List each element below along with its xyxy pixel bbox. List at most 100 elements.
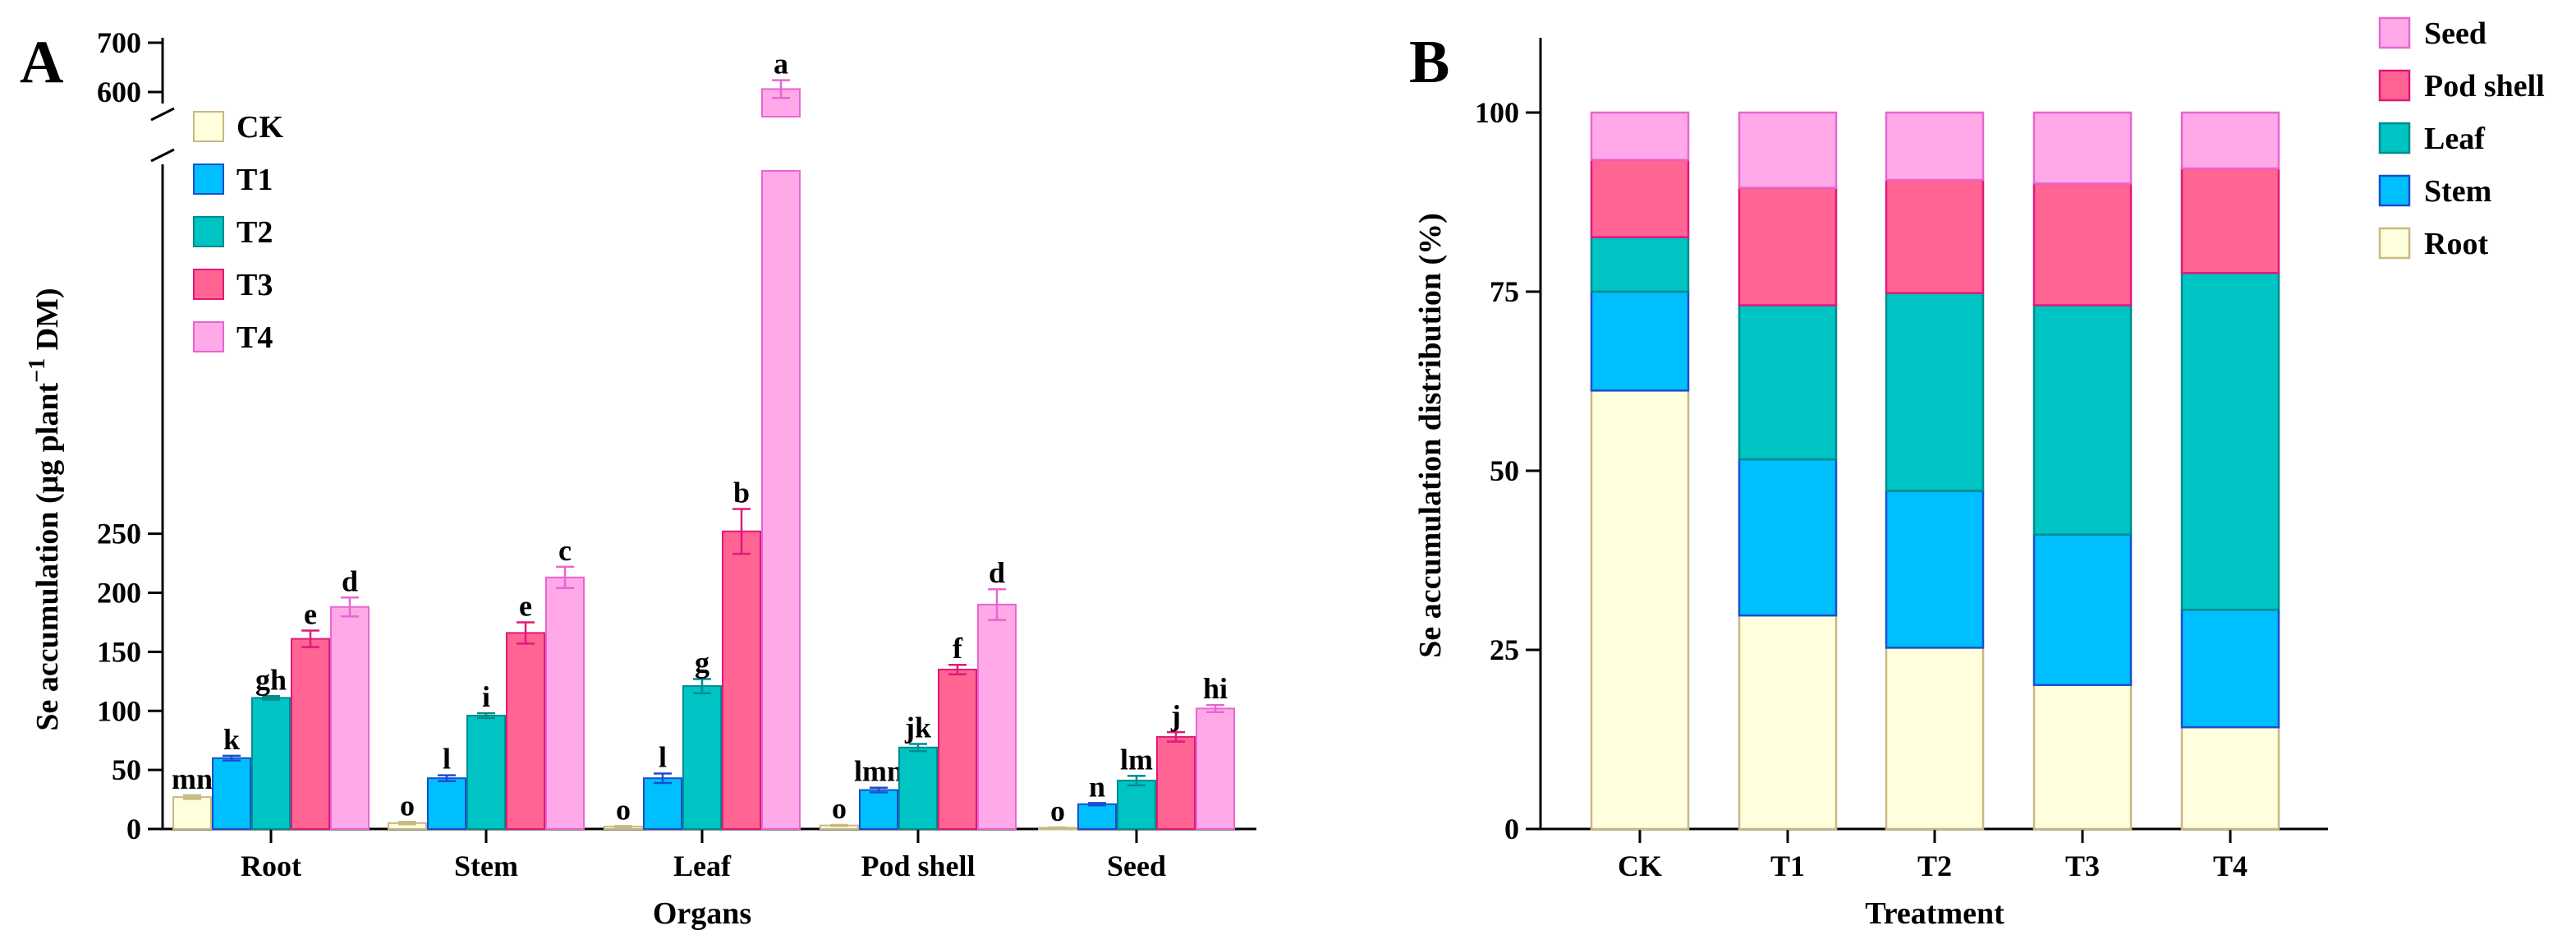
- a-legend-label-ck: CK: [236, 110, 283, 145]
- a-bar-t4-stem-sig-letter: c: [558, 534, 572, 567]
- b-legend-swatch-leaf: [2378, 122, 2411, 154]
- b-ytick-label-100: 100: [1475, 96, 1519, 129]
- a-bar-t3-leaf: [722, 530, 761, 830]
- a-bar-ck-root-error-bar: [183, 794, 201, 800]
- panel-a-axis-break-lower: [150, 148, 175, 163]
- a-bar-ck-leaf-error-bar: [614, 825, 632, 829]
- b-segment-t4-root: [2180, 725, 2280, 831]
- panel-a-ylabel: Se accumulation (μg plant−1 DM): [25, 288, 65, 730]
- b-legend-swatch-stem: [2378, 174, 2411, 207]
- a-legend-label-t3: T3: [236, 268, 273, 302]
- b-xtick-label-t1: T1: [1770, 850, 1805, 882]
- b-segment-ck-pod-shell: [1590, 159, 1690, 238]
- a-bar-t2-leaf-error-bar: [693, 678, 711, 694]
- a-ytick-label-600: 600: [97, 76, 141, 108]
- a-legend-item-t1: T1: [193, 163, 273, 197]
- panel-b-ylabel: Se accumulation distribution (%): [1413, 213, 1448, 658]
- a-bar-t3-stem: [506, 632, 545, 830]
- a-legend-swatch-t1: [193, 163, 224, 195]
- b-ytick-label-75: 75: [1490, 275, 1519, 308]
- b-legend-swatch-seed: [2378, 16, 2411, 49]
- a-bar-t2-root-sig-letter: gh: [255, 663, 287, 696]
- b-legend-item-root: Root: [2378, 227, 2488, 261]
- b-legend-item-leaf: Leaf: [2378, 122, 2486, 156]
- a-ytick-label-700: 700: [97, 26, 141, 59]
- panel-a-ylabel-sup: −1: [25, 358, 50, 383]
- a-bar-t3-leaf-sig-letter: b: [733, 476, 750, 509]
- b-segment-t1-leaf: [1738, 304, 1838, 461]
- b-segment-t1-pod-shell: [1738, 186, 1838, 306]
- a-bar-t1-seed-error-bar: [1088, 802, 1106, 807]
- a-bar-t2-root-error-bar: [262, 695, 280, 701]
- b-ytick-label-25: 25: [1490, 633, 1519, 666]
- a-bar-t2-leaf-sig-letter: g: [695, 646, 709, 679]
- a-bar-t4-seed-sig-letter: hi: [1203, 672, 1228, 705]
- a-xtick-label-stem: Stem: [454, 850, 518, 882]
- panel-a: A Se accumulation (μg plant−1 DM) 0 50 1…: [20, 26, 1256, 931]
- a-legend-label-t2: T2: [236, 215, 273, 250]
- b-xtick-label-t4: T4: [2213, 850, 2248, 882]
- panel-a-xlabel: Organs: [653, 896, 751, 931]
- panel-b-label: B: [1409, 29, 1449, 96]
- b-legend-label-seed: Seed: [2424, 16, 2486, 51]
- b-segment-t3-seed: [2032, 111, 2133, 185]
- a-bar-t3-pod-shell: [938, 668, 977, 830]
- a-bar-t4-root: [330, 606, 370, 830]
- a-legend-swatch-t2: [193, 216, 224, 247]
- b-legend-label-stem: Stem: [2424, 174, 2491, 209]
- a-bar-t3-root-error-bar: [301, 629, 319, 648]
- a-bar-t4-pod-shell-error-bar: [988, 587, 1006, 621]
- a-legend-swatch-t4: [193, 321, 224, 352]
- a-bar-t1-stem-sig-letter: l: [443, 743, 451, 776]
- a-bar-t2-seed: [1117, 780, 1156, 830]
- a-xtick-label-root: Root: [241, 850, 301, 882]
- a-bar-ck-seed-error-bar: [1049, 826, 1067, 830]
- panel-b-x-ticks: CK T1 T2 T3 T4: [1618, 829, 2248, 882]
- panel-a-axis-break-upper: [150, 107, 175, 122]
- a-bar-ck-pod-shell-error-bar: [830, 823, 848, 827]
- a-bar-ck-root-sig-letter: mn: [172, 762, 213, 795]
- b-legend-swatch-pod-shell: [2378, 69, 2411, 102]
- a-bar-t2-pod-shell: [898, 746, 938, 830]
- a-ytick-label-0: 0: [126, 813, 141, 845]
- a-legend-item-t4: T4: [193, 320, 273, 355]
- a-bar-ck-pod-shell-sig-letter: o: [832, 792, 847, 825]
- a-bar-t2-seed-error-bar: [1127, 775, 1146, 787]
- a-bar-ck-stem-error-bar: [398, 821, 416, 826]
- b-segment-t3-root: [2032, 684, 2133, 831]
- panel-b-stacked-bars: [1590, 111, 2280, 831]
- a-bar-t2-stem-sig-letter: i: [482, 680, 490, 713]
- a-bar-t4-leaf-error-bar: [772, 79, 790, 99]
- a-bar-t4-root-error-bar: [341, 596, 359, 618]
- b-legend-item-stem: Stem: [2378, 174, 2491, 209]
- a-bar-t3-leaf-error-bar: [732, 508, 751, 555]
- a-bar-t2-root: [251, 697, 291, 830]
- b-segment-t3-pod-shell: [2032, 182, 2133, 306]
- panel-a-bars: mn o o o o k l l lmn n gh i g jk lm e e b f j d c a d hi: [172, 48, 1235, 831]
- b-legend-label-pod-shell: Pod shell: [2424, 69, 2545, 104]
- a-bar-t2-pod-shell-error-bar: [909, 743, 927, 753]
- b-segment-ck-seed: [1590, 111, 1690, 161]
- b-legend-swatch-root: [2378, 227, 2411, 260]
- a-bar-t1-leaf-error-bar: [654, 772, 672, 785]
- b-segment-t4-pod-shell: [2180, 167, 2280, 274]
- a-bar-t4-pod-shell: [977, 603, 1017, 830]
- a-bar-t3-seed: [1156, 735, 1196, 830]
- a-bar-t3-pod-shell-sig-letter: f: [953, 632, 963, 665]
- a-bar-t1-pod-shell: [859, 789, 898, 830]
- b-segment-t2-leaf: [1885, 292, 1985, 492]
- b-legend-item-seed: Seed: [2378, 16, 2486, 51]
- a-ytick-label-150: 150: [97, 635, 141, 668]
- a-bar-t4-seed: [1196, 707, 1235, 830]
- a-legend-label-t4: T4: [236, 320, 273, 355]
- a-xtick-label-leaf: Leaf: [673, 850, 732, 882]
- a-bar-t3-seed-error-bar: [1167, 730, 1185, 743]
- a-ytick-label-100: 100: [97, 694, 141, 727]
- a-bar-t2-seed-sig-letter: lm: [1120, 743, 1153, 776]
- a-ytick-label-200: 200: [97, 577, 141, 610]
- a-legend-swatch-t3: [193, 269, 224, 300]
- b-legend-item-pod-shell: Pod shell: [2378, 69, 2545, 104]
- a-bar-t2-leaf: [682, 685, 722, 830]
- b-segment-t3-stem: [2032, 533, 2133, 686]
